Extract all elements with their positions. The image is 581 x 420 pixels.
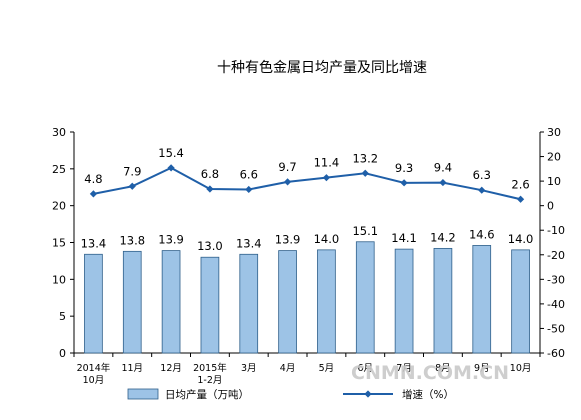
left-tick-label: 5: [59, 310, 66, 323]
right-tick-label: 30: [547, 126, 561, 139]
line-data-label: 9.7: [278, 160, 296, 174]
bar-data-label: 14.2: [430, 230, 456, 244]
line-point: [516, 195, 525, 203]
x-tick-label: 10月: [510, 363, 532, 374]
bar-data-label: 14.0: [508, 232, 534, 246]
x-tick-label: 7月: [396, 363, 412, 374]
line-data-label: 6.8: [201, 167, 219, 181]
axes: 0 5 10 15 20 25 30 -60 -50 -40 -30 -20 -10 0 10 20 30 201…: [52, 126, 565, 386]
right-tick-label: 0: [547, 200, 554, 213]
growth-line: 4.8 7.9 15.4 6.8 6.6 9.7 11.4 13.2 9.3 9.4 6.3 2.6: [84, 146, 530, 203]
left-tick-label: 25: [52, 163, 66, 176]
line-point: [322, 174, 331, 182]
bar: [433, 247, 453, 354]
legend-line-marker: [364, 390, 372, 398]
line-data-label: 7.9: [123, 164, 141, 178]
bar: [511, 249, 530, 354]
right-tick-label: -20: [547, 249, 565, 262]
x-tick-label: 10月: [83, 375, 105, 386]
series-line: [93, 166, 521, 201]
x-tick-label: 1-2月: [197, 375, 222, 386]
line-data-label: 13.2: [352, 151, 378, 165]
bar-data-label: 13.0: [197, 239, 223, 253]
line-point: [245, 185, 253, 194]
line-point: [439, 178, 447, 187]
right-tick-label: -10: [547, 224, 565, 237]
line-point: [89, 190, 98, 198]
right-tick-label: -40: [547, 298, 565, 311]
right-tick-label: 20: [547, 151, 561, 164]
line-point: [283, 178, 292, 186]
bar: [355, 241, 375, 354]
bar: [317, 249, 336, 354]
x-tick-label: 4月: [280, 363, 296, 374]
bar-data-label: 14.6: [469, 227, 495, 241]
legend-line-label: 增速（%）: [402, 388, 454, 401]
line-data-label: 2.6: [511, 177, 529, 191]
left-tick-label: 0: [59, 347, 66, 360]
bar: [394, 248, 414, 354]
right-tick-label: -60: [547, 347, 565, 360]
bar: [84, 253, 103, 354]
bar-data-label: 13.8: [119, 233, 145, 247]
line-data-label: 9.4: [434, 161, 452, 175]
bar-data-label: 14.0: [314, 232, 340, 246]
bar-data-label: 15.1: [352, 224, 378, 238]
chart-title: 十种有色金属日均产量及同比增速: [217, 59, 427, 76]
bar-data-label: 14.1: [391, 231, 417, 245]
line-data-label: 4.8: [84, 172, 102, 186]
x-tick-label: 11月: [121, 363, 143, 374]
x-tick-label: 2015年: [193, 362, 227, 374]
line-data-label: 11.4: [314, 156, 340, 170]
legend: 日均产量（万吨） 增速（%）: [127, 388, 454, 401]
x-tick-label: 12月: [160, 363, 182, 374]
x-tick-label: 8月: [435, 363, 451, 374]
line-point: [478, 186, 486, 194]
line-point: [206, 185, 214, 193]
x-tick-label: 2014年: [77, 362, 111, 374]
line-data-label: 15.4: [158, 146, 184, 160]
bar: [122, 250, 142, 354]
left-tick-label: 30: [52, 126, 66, 139]
right-tick-label: 10: [547, 175, 561, 188]
bar: [278, 250, 297, 354]
line-point: [128, 182, 136, 190]
bar: [472, 245, 492, 354]
bar-data-label: 13.4: [236, 236, 262, 250]
legend-bar-swatch: [127, 388, 159, 400]
left-tick-label: 20: [52, 200, 66, 213]
legend-bar-label: 日均产量（万吨）: [165, 388, 249, 401]
right-tick-label: -50: [547, 322, 565, 335]
right-tick-label: -30: [547, 273, 565, 286]
line-data-label: 9.3: [395, 161, 413, 175]
line-point: [361, 169, 369, 177]
left-tick-label: 15: [52, 237, 66, 250]
x-tick-label: 5月: [319, 363, 335, 374]
line-point: [400, 179, 408, 187]
bar: [239, 253, 259, 354]
x-tick-label: 9月: [474, 363, 490, 374]
bar-data-label: 13.9: [275, 233, 301, 247]
watermark-logo: CNMN.COM.CN: [351, 362, 509, 384]
line-data-label: 6.6: [240, 167, 258, 181]
bar-data-label: 13.4: [81, 236, 107, 250]
x-tick-label: 6月: [357, 363, 373, 374]
left-tick-label: 10: [52, 273, 66, 286]
x-tick-label: 3月: [241, 363, 257, 374]
bar: [200, 256, 220, 354]
bar: [161, 250, 181, 354]
bar-data-label: 13.9: [158, 233, 184, 247]
line-point: [167, 164, 175, 172]
bars: 13.4 13.8 13.9 13.0 13.4 13.9 14.0 15.1 14.1 14.2…: [81, 224, 534, 354]
line-data-label: 6.3: [473, 168, 491, 182]
